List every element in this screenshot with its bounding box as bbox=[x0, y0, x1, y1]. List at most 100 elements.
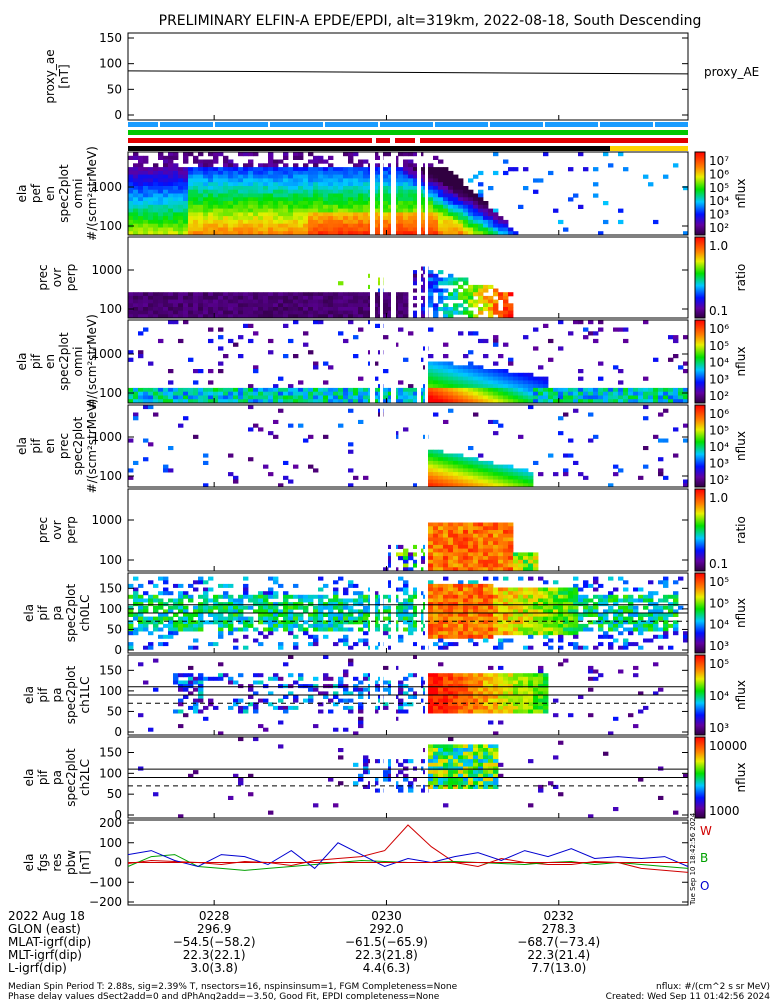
spectrogram-cell bbox=[268, 388, 273, 392]
spectrogram-cell bbox=[563, 599, 568, 603]
spectrogram-cell bbox=[178, 190, 183, 194]
spectrogram-cell bbox=[303, 292, 308, 296]
spectrogram-cell bbox=[438, 564, 443, 568]
y-axis-label-line: #/(scm²strMeV) bbox=[85, 314, 99, 409]
spectrogram-cell bbox=[258, 212, 263, 216]
spectrogram-cell bbox=[408, 673, 413, 677]
spectrogram-cell bbox=[633, 392, 638, 396]
spectrogram-cell bbox=[408, 220, 413, 224]
spectrogram-cell bbox=[643, 388, 648, 392]
spectrogram-cell bbox=[308, 617, 313, 621]
spectrogram-cell bbox=[463, 197, 468, 201]
spectrogram-cell bbox=[473, 216, 478, 220]
spectrogram-cell bbox=[618, 646, 623, 650]
spectrogram-cell bbox=[408, 160, 413, 164]
spectrogram-cell bbox=[258, 617, 263, 621]
spectrogram-cell bbox=[483, 624, 488, 628]
spectrogram-cell bbox=[143, 392, 148, 396]
spectrogram-cell bbox=[138, 584, 143, 588]
spectrogram-cell bbox=[478, 307, 483, 311]
spectrogram-cell bbox=[458, 285, 463, 289]
spectrogram-cell bbox=[513, 560, 518, 564]
spectrogram-cell bbox=[148, 599, 153, 603]
spectrogram-cell bbox=[453, 549, 458, 553]
spectrogram-cell bbox=[253, 178, 258, 182]
spectrogram-cell bbox=[433, 588, 438, 592]
spectrogram-cell bbox=[318, 212, 323, 216]
spectrogram-cell bbox=[308, 205, 313, 209]
spectrogram-cell bbox=[508, 530, 513, 534]
spectrogram-cell bbox=[203, 717, 208, 721]
spectrogram-cell bbox=[248, 695, 253, 699]
spectrogram-cell bbox=[233, 606, 238, 610]
spectrogram-cell bbox=[468, 476, 473, 480]
spectrogram-cell bbox=[303, 606, 308, 610]
spectrogram-cell bbox=[448, 292, 453, 296]
spectrogram-cell bbox=[263, 300, 268, 304]
spectrogram-cell bbox=[248, 224, 253, 228]
spectrogram-cell bbox=[353, 617, 358, 621]
spectrogram-cell bbox=[468, 538, 473, 542]
spectrogram-cell bbox=[313, 362, 318, 366]
spectrogram-cell bbox=[338, 220, 343, 224]
spectrogram-cell bbox=[463, 606, 468, 610]
spectrogram-cell bbox=[663, 396, 668, 400]
spectrogram-cell bbox=[473, 552, 478, 556]
spectrogram-cell bbox=[173, 194, 178, 198]
spectrogram-cell bbox=[428, 534, 433, 538]
spectrogram-cell bbox=[353, 163, 358, 167]
spectrogram-cell bbox=[283, 307, 288, 311]
spectrogram-cell bbox=[243, 635, 248, 639]
spectrogram-cell bbox=[188, 152, 193, 156]
spectrogram-cell bbox=[238, 396, 243, 400]
spectrogram-cell bbox=[293, 681, 298, 685]
spectrogram-cell bbox=[193, 606, 198, 610]
spectrogram-cell bbox=[263, 220, 268, 224]
spectrogram-cell bbox=[508, 292, 513, 296]
spectrogram-cell bbox=[283, 182, 288, 186]
spectrogram-cell bbox=[478, 377, 483, 381]
spectrogram-cell bbox=[613, 613, 618, 617]
spectrogram-cell bbox=[133, 182, 138, 186]
spectrogram-cell bbox=[128, 388, 133, 392]
spectrogram-cell bbox=[278, 684, 283, 688]
spectrogram-cell bbox=[218, 296, 223, 300]
spectrogram-cell bbox=[213, 171, 218, 175]
spectrogram-cell bbox=[463, 354, 468, 358]
spectrogram-cell bbox=[658, 599, 663, 603]
spectrogram-cell bbox=[303, 216, 308, 220]
spectrogram-cell bbox=[183, 320, 188, 324]
spectrogram-cell bbox=[403, 163, 408, 167]
spectrogram-cell bbox=[343, 209, 348, 213]
spectrogram-cell bbox=[183, 228, 188, 232]
spectrogram-cell bbox=[228, 617, 233, 621]
spectrogram-cell bbox=[433, 468, 438, 472]
spectrogram-cell bbox=[438, 160, 443, 164]
spectrogram-cell bbox=[328, 392, 333, 396]
spectrogram-cell bbox=[493, 307, 498, 311]
spectrogram-cell bbox=[463, 289, 468, 293]
spectrogram-cell bbox=[198, 681, 203, 685]
spectrogram-cell bbox=[523, 599, 528, 603]
spectrogram-cell bbox=[458, 331, 463, 335]
spectrogram-cell bbox=[248, 209, 253, 213]
data-gap bbox=[380, 152, 383, 235]
spectrogram-cell bbox=[478, 526, 483, 530]
spectrogram-cell bbox=[338, 212, 343, 216]
spectrogram-cell bbox=[438, 278, 443, 282]
spectrogram-cell bbox=[483, 224, 488, 228]
spectrogram-cell bbox=[298, 205, 303, 209]
spectrogram-cell bbox=[318, 190, 323, 194]
spectrogram-cell bbox=[438, 388, 443, 392]
spectrogram-cell bbox=[263, 228, 268, 232]
spectrogram-cell bbox=[398, 688, 403, 692]
spectrogram-cell bbox=[273, 216, 278, 220]
spectrogram-cell bbox=[298, 388, 303, 392]
spectrogram-cell bbox=[403, 303, 408, 307]
spectrogram-cell bbox=[383, 388, 388, 392]
spectrogram-cell bbox=[183, 591, 188, 595]
spectrogram-cell bbox=[333, 182, 338, 186]
spectrogram-cell bbox=[433, 285, 438, 289]
spectrogram-cell bbox=[188, 197, 193, 201]
spectrogram-cell bbox=[478, 556, 483, 560]
